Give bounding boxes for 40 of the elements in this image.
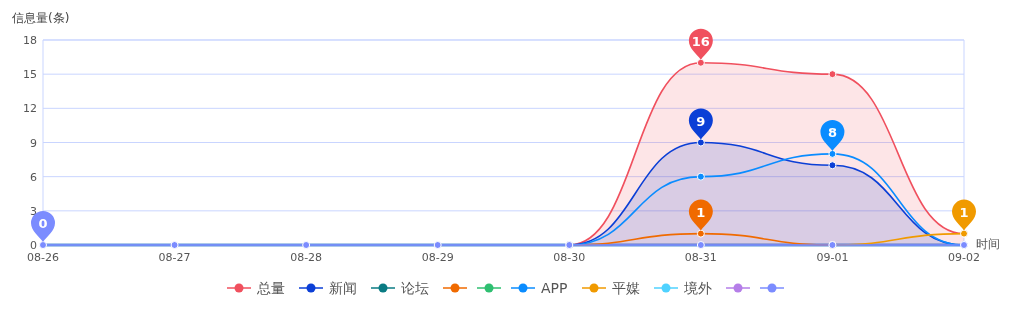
- point: [696, 138, 705, 147]
- y-tick-label: 9: [30, 136, 37, 150]
- point: [170, 241, 179, 249]
- y-axis-title: 信息量(条): [12, 11, 70, 25]
- point: [696, 58, 705, 67]
- legend-label: APP: [541, 280, 568, 296]
- x-tick-label: 08-30: [553, 251, 586, 264]
- x-tick-label: 08-28: [290, 251, 323, 264]
- y-tick-label: 15: [23, 68, 37, 82]
- point: [696, 241, 705, 249]
- point: [696, 172, 705, 181]
- y-tick-label: 18: [23, 34, 37, 47]
- y-tick-label: 6: [30, 170, 37, 184]
- point: [828, 70, 837, 79]
- legend-label: 总量: [256, 280, 285, 296]
- legend-label: 平媒: [612, 280, 640, 296]
- x-tick-label: 08-29: [421, 251, 454, 264]
- data-label: 9: [696, 113, 706, 129]
- legend-label: 境外: [683, 280, 712, 296]
- x-tick-label: 08-26: [27, 251, 59, 264]
- data-label: 1: [959, 204, 969, 220]
- point: [39, 241, 47, 249]
- x-tick-label: 08-27: [158, 251, 191, 264]
- y-tick-label: 0: [30, 239, 37, 252]
- legend-label: 论坛: [401, 280, 429, 296]
- x-tick-label: 09-02: [948, 251, 980, 264]
- point: [696, 229, 705, 238]
- point: [302, 241, 311, 249]
- x-tick-label: 09-01: [816, 251, 849, 264]
- point: [433, 241, 442, 249]
- data-label: 1: [696, 204, 706, 220]
- y-tick-label: 12: [23, 102, 37, 116]
- point: [828, 149, 837, 158]
- x-tick-label: 08-31: [684, 251, 717, 264]
- y-tick-label: 3: [30, 204, 37, 218]
- x-axis-title: 时间: [976, 237, 1000, 251]
- data-label: 16: [691, 33, 710, 49]
- data-label: 8: [827, 124, 837, 140]
- legend-label: 新闻: [329, 280, 357, 296]
- point: [828, 161, 837, 170]
